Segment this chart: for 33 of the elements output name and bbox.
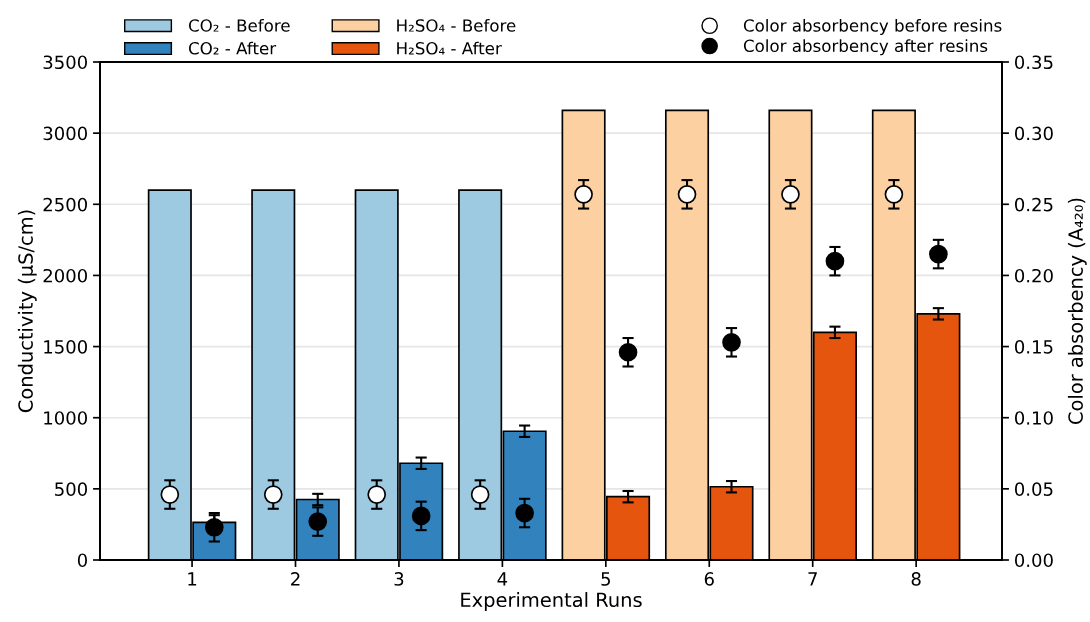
y2-tick-label: 0.05 xyxy=(1015,482,1053,496)
y2-axis-title: Color absorbency (A₄₂₀) xyxy=(1067,198,1087,424)
y2-tick-label: 0.15 xyxy=(1015,340,1053,354)
y2-tick-label: 0.10 xyxy=(1015,411,1053,425)
x-axis-title: Experimental Runs xyxy=(461,592,642,611)
x-tick-label: 4 xyxy=(497,572,508,586)
legend-label: Color absorbency before resins xyxy=(743,18,1002,36)
y-axis-title: Conductivity (µS/cm) xyxy=(17,210,37,413)
x-tick-label: 5 xyxy=(601,572,610,586)
y2-tick-label: 0.35 xyxy=(1015,55,1053,70)
y-tick-label: 500 xyxy=(55,482,87,496)
y-tick-label: 2500 xyxy=(43,197,87,212)
y-tick-label: 0 xyxy=(77,553,87,568)
legend-label: CO₂ - Before xyxy=(188,18,290,32)
y2-tick-label: 0.20 xyxy=(1015,268,1053,283)
x-tick-label: 6 xyxy=(704,572,714,586)
y-tick-label: 3500 xyxy=(43,55,87,70)
y-tick-label: 1500 xyxy=(44,340,87,354)
y-tick-label: 3000 xyxy=(43,126,87,141)
x-tick-label: 8 xyxy=(911,572,921,586)
legend-label: Color absorbency after resins xyxy=(743,39,988,56)
x-tick-label: 1 xyxy=(188,572,197,586)
legend-label: H₂SO₄ - Before xyxy=(397,18,516,32)
x-tick-label: 2 xyxy=(291,572,300,586)
y2-tick-label: 0.30 xyxy=(1015,126,1053,141)
legend-label: H₂SO₄ - After xyxy=(397,41,502,55)
x-tick-label: 3 xyxy=(394,572,404,586)
y-tick-label: 1000 xyxy=(44,411,87,425)
y2-tick-label: 0.25 xyxy=(1015,197,1053,212)
legend-label: CO₂ - After xyxy=(188,41,277,55)
y-tick-label: 2000 xyxy=(43,268,87,283)
x-tick-label: 7 xyxy=(808,572,817,586)
y2-tick-label: 0.00 xyxy=(1015,553,1053,568)
